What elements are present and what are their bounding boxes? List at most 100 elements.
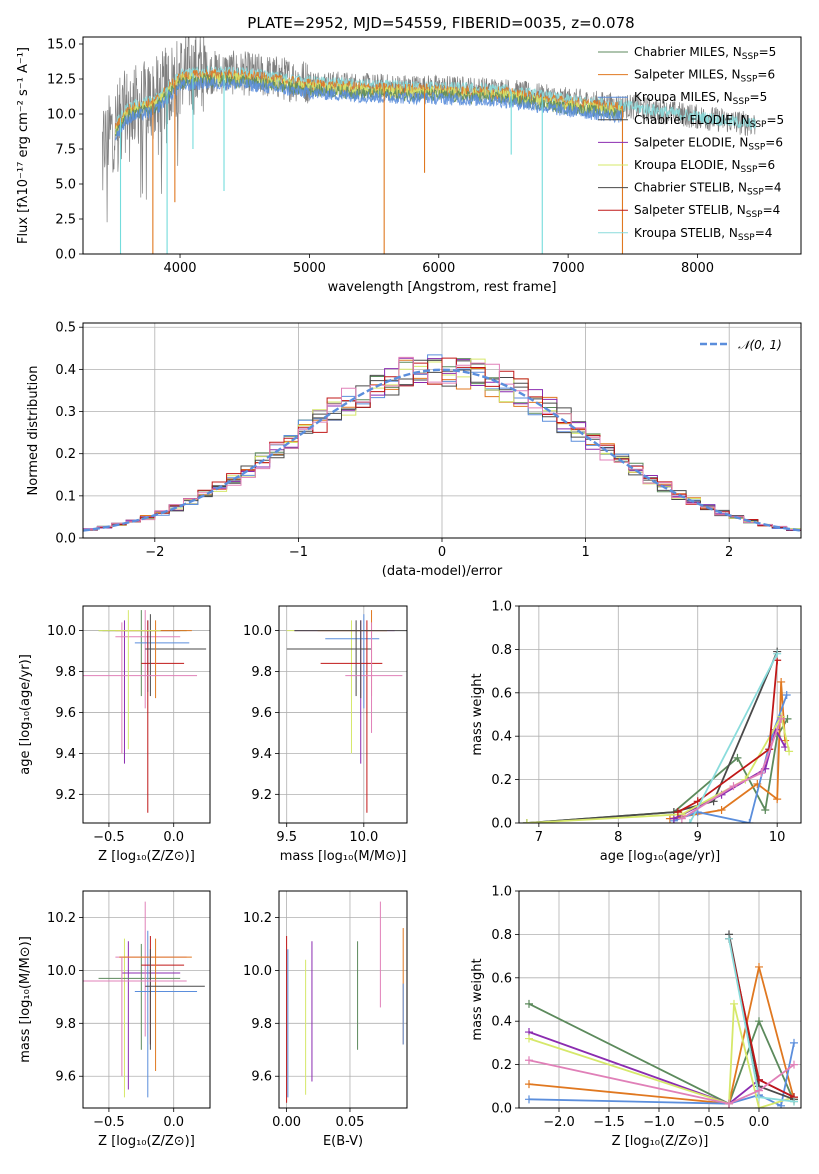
x-tick-label: −0.5 bbox=[693, 1115, 725, 1130]
weight-series-line bbox=[526, 718, 789, 823]
legend-entry: Chabrier ELODIE, NSSP=5 bbox=[634, 113, 784, 130]
axes-frame bbox=[518, 890, 802, 1109]
weight-point-marker bbox=[757, 769, 766, 778]
weight-point-marker bbox=[669, 814, 678, 823]
y-tick-label: 0.0 bbox=[491, 1102, 512, 1117]
weight-point-marker bbox=[777, 677, 786, 686]
x-tick-label: −2.0 bbox=[543, 1115, 575, 1130]
x-tick-label: 6000 bbox=[422, 261, 455, 276]
y-tick-label: 10.2 bbox=[47, 911, 76, 926]
axes-frame bbox=[518, 605, 802, 824]
weight-point-marker bbox=[785, 747, 794, 756]
y-tick-label: 7.5 bbox=[55, 143, 76, 158]
y-tick-label: 0.8 bbox=[491, 643, 512, 658]
y-tick-label: 9.6 bbox=[55, 706, 76, 721]
y-tick-label: 9.4 bbox=[251, 747, 272, 762]
plot-area bbox=[102, 37, 756, 254]
legend-prefix: Kroupa ELODIE, N bbox=[634, 158, 741, 172]
y-tick-label: 1.0 bbox=[491, 885, 512, 900]
legend-suffix: =5 bbox=[766, 113, 784, 127]
y-tick-label: 10.0 bbox=[243, 624, 272, 639]
weight-series-line bbox=[526, 714, 790, 823]
legend-suffix: =5 bbox=[759, 45, 777, 59]
y-axis-label: Normed distribution bbox=[26, 366, 41, 496]
y-axis-label: age [log₁₀(age/yr)] bbox=[18, 654, 33, 775]
y-tick-label: 9.8 bbox=[55, 665, 76, 680]
x-tick-label: 0.0 bbox=[749, 1115, 770, 1130]
x-tick-label: 2 bbox=[725, 545, 733, 560]
weight-series-line bbox=[526, 651, 779, 823]
weight-point-marker bbox=[717, 805, 726, 814]
x-tick-label: −2 bbox=[145, 545, 164, 560]
panel-age-vs-Z: −0.5 0.0 9.2 9.4 9.6 9.8 10.0 Z [log₁₀(Z/Z⊙)] ag… bbox=[18, 605, 211, 864]
y-tick-label: 0.2 bbox=[491, 1058, 512, 1073]
axes-frame bbox=[82, 322, 802, 539]
axes-frame bbox=[82, 890, 211, 1109]
y-tick-label: 0.0 bbox=[491, 817, 512, 832]
legend-sub: SSP bbox=[748, 142, 765, 152]
weight-point-marker bbox=[755, 1104, 763, 1108]
weight-point-marker bbox=[685, 819, 694, 823]
plot-area bbox=[522, 647, 794, 823]
weight-series-line bbox=[528, 1059, 795, 1105]
legend-entry: Salpeter ELODIE, NSSP=6 bbox=[634, 135, 783, 152]
weight-point-marker bbox=[777, 1101, 785, 1108]
weight-series-line bbox=[681, 718, 782, 820]
spectrum-model-line bbox=[114, 76, 623, 141]
y-tick-label: 9.8 bbox=[251, 1017, 272, 1032]
weight-series-line bbox=[677, 660, 779, 813]
legend-prefix: Chabrier ELODIE, N bbox=[634, 113, 750, 127]
weight-point-marker bbox=[525, 1034, 533, 1043]
legend-entry: Kroupa STELIB, NSSP=4 bbox=[634, 226, 772, 243]
weight-point-marker bbox=[673, 808, 682, 817]
legend-entry: Salpeter STELIB, NSSP=4 bbox=[634, 203, 780, 220]
weight-point-marker bbox=[761, 805, 770, 814]
weight-point-marker bbox=[745, 819, 754, 823]
panel-mass-vs-ebv: 0.00 0.05 9.6 9.8 10.0 10.2 E(B-V) bbox=[243, 890, 408, 1149]
x-tick-label: 10 bbox=[769, 830, 786, 845]
legend-suffix: =4 bbox=[755, 226, 773, 240]
legend-entry: Salpeter MILES, NSSP=6 bbox=[634, 68, 775, 85]
legend-entry: Kroupa MILES, NSSP=5 bbox=[634, 90, 767, 107]
y-tick-label: 0.4 bbox=[491, 1015, 512, 1030]
y-tick-label: 0.0 bbox=[55, 248, 76, 263]
y-axis-label: mass [log₁₀(M/M⊙)] bbox=[18, 936, 33, 1063]
x-tick-label: 5000 bbox=[293, 261, 326, 276]
legend-sub: SSP bbox=[747, 188, 764, 198]
legend-sub: SSP bbox=[746, 210, 763, 220]
legend-prefix: Salpeter MILES, N bbox=[634, 68, 741, 82]
plot-area bbox=[286, 901, 404, 1103]
x-axis-label: Z [log₁₀(Z/Z⊙)] bbox=[612, 1134, 709, 1149]
x-axis-label: Z [log₁₀(Z/Z⊙)] bbox=[98, 1134, 195, 1149]
panel-weight-vs-Z: −2.0 −1.5 −1.0 −0.5 0.0 0.0 0.2 0.4 0.6 0.8 1.0 Z [… bbox=[470, 885, 802, 1149]
x-tick-label: 0.0 bbox=[163, 830, 184, 845]
y-tick-label: 15.0 bbox=[47, 38, 76, 53]
y-tick-label: 0.4 bbox=[55, 363, 76, 378]
panel-residuals: −2 −1 0 1 2 0.0 0.1 0.2 0.3 0.4 0.5 (data-model)/er… bbox=[26, 321, 802, 579]
y-tick-label: 9.8 bbox=[251, 665, 272, 680]
weight-series-line bbox=[528, 1002, 795, 1105]
plot-area bbox=[83, 354, 801, 533]
legend-sub: SSP bbox=[738, 233, 755, 243]
y-tick-label: 0.5 bbox=[55, 321, 76, 336]
legend-suffix: =6 bbox=[765, 135, 783, 149]
x-tick-label: 1 bbox=[581, 545, 589, 560]
x-tick-label: 0.0 bbox=[163, 1115, 184, 1130]
x-axis-label: mass [log₁₀(M/M⊙)] bbox=[280, 849, 407, 864]
x-tick-label: 8000 bbox=[681, 261, 714, 276]
weight-point-marker bbox=[790, 1097, 798, 1106]
weight-point-marker bbox=[777, 714, 786, 723]
weight-point-marker bbox=[525, 1095, 533, 1104]
weight-point-marker bbox=[730, 999, 738, 1008]
y-tick-label: 0.2 bbox=[491, 773, 512, 788]
legend-suffix: =6 bbox=[757, 158, 775, 172]
x-tick-label: 9.5 bbox=[276, 830, 297, 845]
legend-sub: SSP bbox=[741, 75, 758, 85]
legend-sub: SSP bbox=[742, 52, 759, 62]
plot-area bbox=[525, 930, 798, 1108]
weight-series-line bbox=[689, 653, 778, 823]
weight-series-line bbox=[673, 694, 788, 823]
weight-point-marker bbox=[677, 814, 686, 823]
x-tick-label: 0.05 bbox=[335, 1115, 364, 1130]
